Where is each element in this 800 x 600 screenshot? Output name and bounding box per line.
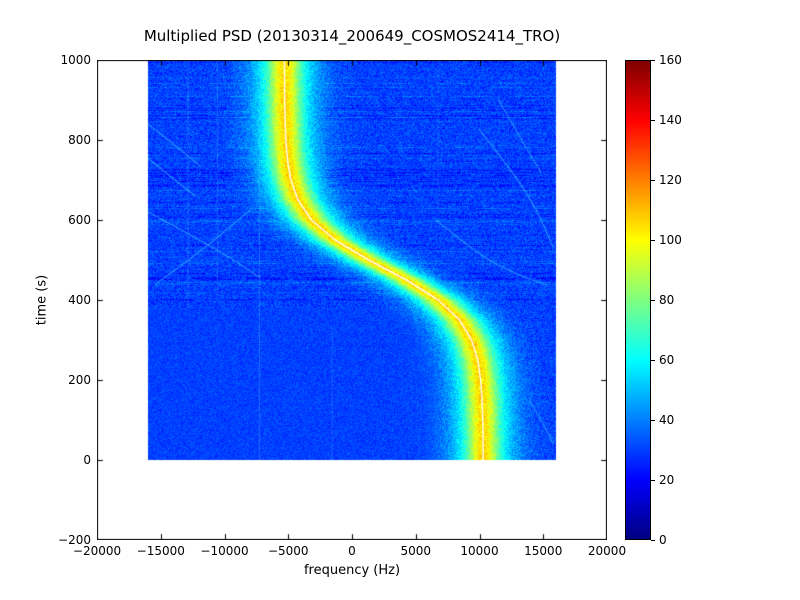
- heatmap-canvas: [97, 60, 607, 540]
- x-tick-label: −5000: [267, 544, 309, 558]
- y-axis-label: time (s): [34, 274, 50, 326]
- x-tick-label: −20000: [72, 544, 122, 558]
- x-tick-label: 15000: [524, 544, 563, 558]
- y-tick-label: −200: [58, 533, 91, 547]
- colorbar-tick-mark: [651, 240, 655, 241]
- colorbar-tick-label: 140: [659, 113, 682, 127]
- colorbar-tick-label: 160: [659, 53, 682, 67]
- colorbar-tick-mark: [651, 540, 655, 541]
- y-tick-label: 0: [83, 453, 91, 467]
- x-tick-label: −10000: [200, 544, 249, 558]
- colorbar-tick-mark: [651, 120, 655, 121]
- colorbar-tick-label: 80: [659, 293, 675, 307]
- colorbar-tick-mark: [651, 360, 655, 361]
- plot-title: Multiplied PSD (20130314_200649_COSMOS24…: [143, 27, 561, 45]
- x-tick-label: 10000: [460, 544, 499, 558]
- x-tick-label: −15000: [136, 544, 185, 558]
- colorbar-tick-label: 20: [659, 473, 675, 487]
- colorbar-tick-label: 0: [659, 533, 667, 547]
- y-tick-label: 1000: [60, 53, 91, 67]
- x-tick-label: 5000: [400, 544, 432, 558]
- colorbar-tick-mark: [651, 60, 655, 61]
- x-tick-label: 0: [348, 544, 356, 558]
- colorbar-tick-label: 60: [659, 353, 675, 367]
- y-tick-label: 800: [68, 133, 91, 147]
- colorbar-tick-mark: [651, 300, 655, 301]
- colorbar-gradient: [625, 60, 651, 540]
- y-tick-label: 400: [68, 293, 91, 307]
- y-tick-label: 600: [68, 213, 91, 227]
- colorbar-tick-label: 120: [659, 173, 682, 187]
- y-tick-label: 200: [68, 373, 91, 387]
- colorbar-tick-mark: [651, 180, 655, 181]
- colorbar-tick-mark: [651, 480, 655, 481]
- colorbar-tick-mark: [651, 420, 655, 421]
- colorbar-tick-label: 40: [659, 413, 675, 427]
- colorbar-tick-label: 100: [659, 233, 682, 247]
- x-tick-label: 20000: [587, 544, 627, 558]
- x-axis-label: frequency (Hz): [303, 563, 401, 578]
